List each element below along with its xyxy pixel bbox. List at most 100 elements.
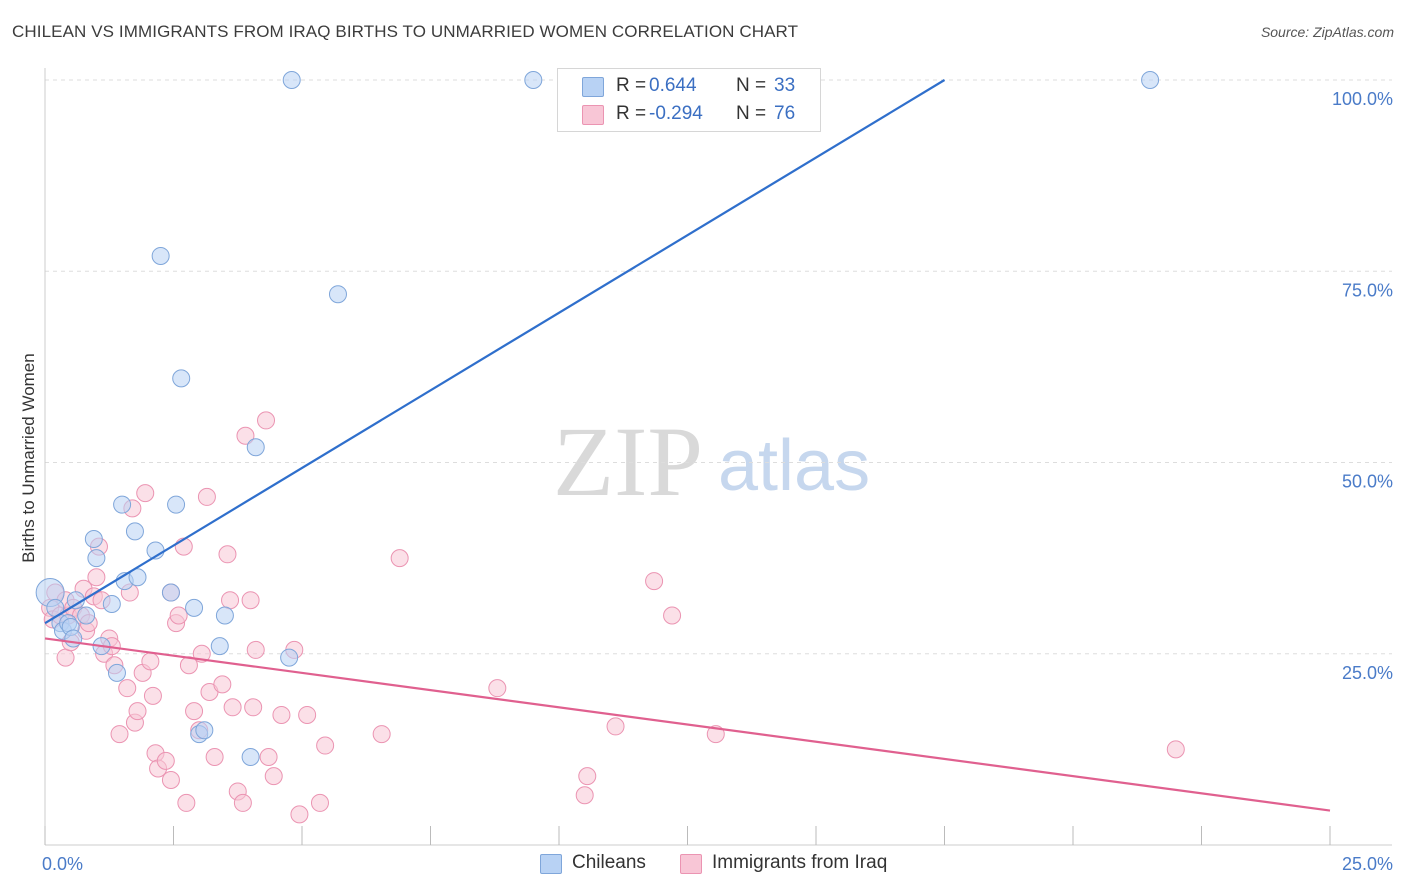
data-point-iraq: [156, 751, 175, 770]
trend-line-iraq: [44, 637, 1331, 812]
data-point-iraq: [174, 537, 193, 556]
data-point-iraq: [236, 426, 255, 445]
series-chileans-points: [35, 71, 1160, 767]
chart-title: CHILEAN VS IMMIGRANTS FROM IRAQ BIRTHS T…: [12, 22, 799, 41]
data-point-iraq: [110, 725, 129, 744]
legend-r-label: R =: [616, 103, 647, 124]
legend-n-label: N =: [736, 103, 767, 124]
data-point-iraq: [246, 640, 265, 659]
data-point-iraq: [218, 545, 237, 564]
data-point-iraq: [161, 770, 180, 789]
legend-swatch-chileans: [540, 854, 562, 874]
data-point-chileans: [1141, 71, 1160, 89]
legend-row-chileans: R = 0.644 N = 33: [558, 73, 820, 101]
data-point-chileans: [241, 748, 260, 767]
data-point-chileans: [64, 629, 83, 648]
data-point-chileans: [195, 721, 214, 740]
gridlines: [45, 79, 1392, 655]
data-point-iraq: [169, 606, 188, 625]
legend-n-value: 76: [774, 103, 796, 124]
data-point-chileans: [84, 530, 103, 548]
data-point-chileans: [77, 606, 96, 625]
legend-swatch-iraq: [680, 854, 702, 874]
data-point-iraq: [233, 793, 252, 812]
legend-swatch-iraq: [582, 105, 604, 125]
trend-line-chileans: [44, 79, 946, 625]
trend-lines: [44, 79, 1331, 812]
x-tick-label: 0.0%: [42, 854, 83, 874]
y-tick-label: 75.0%: [1342, 280, 1393, 300]
data-point-iraq: [213, 675, 232, 694]
data-point-chileans: [172, 369, 191, 388]
data-point-iraq: [197, 487, 216, 506]
data-point-chileans: [161, 583, 180, 602]
data-point-iraq: [606, 717, 625, 736]
data-point-chileans: [210, 637, 229, 656]
legend-n-value: 33: [774, 75, 796, 96]
data-point-chileans: [87, 549, 106, 568]
data-point-iraq: [372, 725, 391, 744]
legend-r-label: R =: [616, 75, 647, 96]
legend-swatch-chileans: [582, 77, 604, 97]
data-point-iraq: [298, 705, 317, 724]
tick-labels: 25.0% 50.0% 75.0% 100.0% 0.0% 25.0%: [42, 89, 1393, 874]
data-point-iraq: [118, 679, 137, 698]
x-tick-label: 25.0%: [1342, 854, 1393, 874]
data-point-iraq: [272, 705, 291, 724]
data-point-chileans: [246, 438, 265, 457]
data-point-iraq: [143, 686, 162, 705]
data-point-iraq: [290, 805, 309, 824]
data-point-iraq: [185, 702, 204, 721]
legend-r-value: -0.294: [649, 103, 703, 124]
legend-r-value: 0.644: [649, 75, 697, 96]
data-point-chileans: [185, 598, 204, 617]
data-point-iraq: [241, 591, 260, 610]
axes: [44, 68, 1392, 846]
data-point-iraq: [177, 793, 196, 812]
data-point-iraq: [223, 698, 242, 717]
data-point-iraq: [87, 568, 106, 587]
data-point-iraq: [390, 549, 409, 568]
data-point-chileans: [151, 246, 170, 265]
data-point-iraq: [578, 767, 597, 786]
data-point-iraq: [259, 748, 278, 767]
data-point-chileans: [107, 663, 126, 682]
data-point-iraq: [141, 652, 160, 671]
watermark-atlas: atlas: [718, 426, 870, 506]
data-point-iraq: [264, 767, 283, 786]
data-point-chileans: [280, 648, 299, 667]
data-point-chileans: [215, 606, 234, 625]
data-point-iraq: [56, 648, 75, 667]
data-point-iraq: [205, 748, 224, 767]
data-point-iraq: [136, 484, 155, 503]
data-point-chileans: [128, 568, 147, 587]
legend-n-label: N =: [736, 75, 767, 96]
y-axis-title: Births to Unmarried Women: [19, 353, 38, 562]
watermark-zip: ZIP: [553, 406, 703, 517]
data-point-chileans: [167, 495, 186, 514]
y-tick-label: 100.0%: [1332, 89, 1393, 109]
data-point-iraq: [221, 591, 240, 610]
data-point-iraq: [257, 411, 276, 430]
legend-label-iraq: Immigrants from Iraq: [712, 852, 888, 873]
data-point-iraq: [645, 572, 664, 591]
y-tick-label: 50.0%: [1342, 472, 1393, 492]
data-point-iraq: [316, 736, 335, 755]
data-point-chileans: [102, 595, 121, 614]
data-point-iraq: [575, 786, 594, 805]
data-point-iraq: [663, 606, 682, 625]
data-point-chileans: [113, 495, 132, 514]
y-tick-label: 25.0%: [1342, 663, 1393, 683]
data-point-iraq: [488, 679, 507, 698]
legend-row-iraq: R = -0.294 N = 76: [558, 101, 820, 129]
data-point-chileans: [282, 71, 301, 89]
data-point-chileans: [328, 285, 347, 304]
data-point-iraq: [1166, 740, 1185, 759]
correlation-legend: R = 0.644 N = 33 R = -0.294 N = 76: [557, 68, 821, 132]
data-point-iraq: [244, 698, 263, 717]
data-point-chileans: [524, 71, 543, 89]
source-label: Source: ZipAtlas.com: [1260, 24, 1394, 40]
data-point-chileans: [125, 522, 144, 541]
data-point-iraq: [310, 793, 329, 812]
